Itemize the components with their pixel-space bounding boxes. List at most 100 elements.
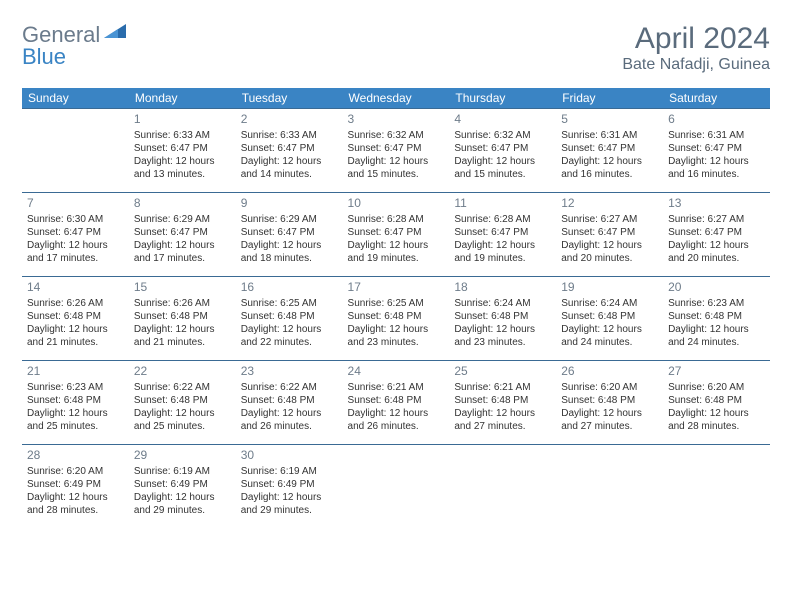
cell-line: Sunset: 6:47 PM — [134, 142, 231, 155]
cell-line: Daylight: 12 hours — [561, 155, 658, 168]
cell-line: Sunrise: 6:33 AM — [134, 129, 231, 142]
logo-text-blue: Blue — [22, 44, 66, 69]
logo-triangle-icon — [104, 20, 126, 38]
calendar-cell: 17Sunrise: 6:25 AMSunset: 6:48 PMDayligh… — [343, 277, 450, 361]
calendar-cell: 12Sunrise: 6:27 AMSunset: 6:47 PMDayligh… — [556, 193, 663, 277]
day-number: 22 — [134, 364, 231, 380]
cell-line: and 22 minutes. — [241, 336, 338, 349]
cell-line: Daylight: 12 hours — [668, 323, 765, 336]
cell-line: and 15 minutes. — [348, 168, 445, 181]
day-header: Tuesday — [236, 88, 343, 109]
day-number: 29 — [134, 448, 231, 464]
cell-line: Sunrise: 6:29 AM — [241, 213, 338, 226]
cell-line: and 16 minutes. — [668, 168, 765, 181]
cell-line: Daylight: 12 hours — [241, 239, 338, 252]
day-header: Saturday — [663, 88, 770, 109]
cell-line: Daylight: 12 hours — [241, 155, 338, 168]
cell-line: Daylight: 12 hours — [27, 323, 124, 336]
cell-line: Sunrise: 6:20 AM — [561, 381, 658, 394]
cell-line: Daylight: 12 hours — [668, 407, 765, 420]
calendar-cell: 28Sunrise: 6:20 AMSunset: 6:49 PMDayligh… — [22, 445, 129, 529]
location-subtitle: Bate Nafadji, Guinea — [622, 56, 770, 74]
title-block: April 2024 Bate Nafadji, Guinea — [622, 22, 770, 74]
cell-line: Sunset: 6:48 PM — [561, 310, 658, 323]
cell-line: Sunrise: 6:27 AM — [668, 213, 765, 226]
calendar-cell: 7Sunrise: 6:30 AMSunset: 6:47 PMDaylight… — [22, 193, 129, 277]
cell-line: and 29 minutes. — [241, 504, 338, 517]
calendar-cell: 4Sunrise: 6:32 AMSunset: 6:47 PMDaylight… — [449, 109, 556, 193]
cell-line: Daylight: 12 hours — [241, 323, 338, 336]
calendar-cell — [22, 109, 129, 193]
cell-line: Sunset: 6:47 PM — [134, 226, 231, 239]
cell-line: Sunset: 6:47 PM — [561, 226, 658, 239]
day-number: 19 — [561, 280, 658, 296]
cell-line: Sunrise: 6:20 AM — [27, 465, 124, 478]
day-number: 25 — [454, 364, 551, 380]
day-number: 20 — [668, 280, 765, 296]
cell-line: Sunset: 6:47 PM — [27, 226, 124, 239]
cell-line: Daylight: 12 hours — [348, 239, 445, 252]
day-header: Friday — [556, 88, 663, 109]
cell-line: Sunset: 6:48 PM — [134, 310, 231, 323]
day-number: 8 — [134, 196, 231, 212]
calendar-cell: 29Sunrise: 6:19 AMSunset: 6:49 PMDayligh… — [129, 445, 236, 529]
calendar-cell: 5Sunrise: 6:31 AMSunset: 6:47 PMDaylight… — [556, 109, 663, 193]
calendar-week-row: 21Sunrise: 6:23 AMSunset: 6:48 PMDayligh… — [22, 361, 770, 445]
cell-line: Sunrise: 6:24 AM — [561, 297, 658, 310]
calendar-week-row: 7Sunrise: 6:30 AMSunset: 6:47 PMDaylight… — [22, 193, 770, 277]
calendar-cell: 24Sunrise: 6:21 AMSunset: 6:48 PMDayligh… — [343, 361, 450, 445]
cell-line: Sunrise: 6:23 AM — [668, 297, 765, 310]
cell-line: and 17 minutes. — [134, 252, 231, 265]
day-number: 4 — [454, 112, 551, 128]
day-number: 6 — [668, 112, 765, 128]
cell-line: and 24 minutes. — [561, 336, 658, 349]
cell-line: and 19 minutes. — [348, 252, 445, 265]
day-number: 1 — [134, 112, 231, 128]
calendar-cell: 30Sunrise: 6:19 AMSunset: 6:49 PMDayligh… — [236, 445, 343, 529]
cell-line: Sunrise: 6:32 AM — [454, 129, 551, 142]
cell-line: Sunrise: 6:28 AM — [454, 213, 551, 226]
calendar-cell: 23Sunrise: 6:22 AMSunset: 6:48 PMDayligh… — [236, 361, 343, 445]
cell-line: and 16 minutes. — [561, 168, 658, 181]
cell-line: Sunrise: 6:22 AM — [134, 381, 231, 394]
cell-line: Sunrise: 6:33 AM — [241, 129, 338, 142]
cell-line: Sunset: 6:49 PM — [134, 478, 231, 491]
cell-line: Sunset: 6:48 PM — [241, 394, 338, 407]
cell-line: Sunset: 6:48 PM — [27, 310, 124, 323]
calendar-cell: 20Sunrise: 6:23 AMSunset: 6:48 PMDayligh… — [663, 277, 770, 361]
day-number: 27 — [668, 364, 765, 380]
calendar-cell: 1Sunrise: 6:33 AMSunset: 6:47 PMDaylight… — [129, 109, 236, 193]
cell-line: Daylight: 12 hours — [134, 491, 231, 504]
cell-line: Daylight: 12 hours — [134, 323, 231, 336]
cell-line: and 17 minutes. — [27, 252, 124, 265]
day-number: 14 — [27, 280, 124, 296]
cell-line: and 23 minutes. — [348, 336, 445, 349]
cell-line: and 23 minutes. — [454, 336, 551, 349]
page-header: General April 2024 Bate Nafadji, Guinea — [22, 22, 770, 74]
day-number: 10 — [348, 196, 445, 212]
cell-line: Daylight: 12 hours — [241, 407, 338, 420]
day-number: 3 — [348, 112, 445, 128]
calendar-cell: 13Sunrise: 6:27 AMSunset: 6:47 PMDayligh… — [663, 193, 770, 277]
cell-line: Sunrise: 6:23 AM — [27, 381, 124, 394]
cell-line: Daylight: 12 hours — [348, 155, 445, 168]
day-number: 2 — [241, 112, 338, 128]
cell-line: and 15 minutes. — [454, 168, 551, 181]
cell-line: Sunset: 6:48 PM — [454, 310, 551, 323]
cell-line: Sunset: 6:48 PM — [348, 310, 445, 323]
calendar-cell: 3Sunrise: 6:32 AMSunset: 6:47 PMDaylight… — [343, 109, 450, 193]
cell-line: Sunset: 6:49 PM — [241, 478, 338, 491]
calendar-cell: 6Sunrise: 6:31 AMSunset: 6:47 PMDaylight… — [663, 109, 770, 193]
day-number: 24 — [348, 364, 445, 380]
cell-line: Sunset: 6:48 PM — [134, 394, 231, 407]
cell-line: Sunset: 6:47 PM — [668, 142, 765, 155]
cell-line: Sunrise: 6:29 AM — [134, 213, 231, 226]
cell-line: Daylight: 12 hours — [668, 239, 765, 252]
cell-line: Sunrise: 6:31 AM — [668, 129, 765, 142]
cell-line: Daylight: 12 hours — [134, 155, 231, 168]
cell-line: Sunrise: 6:21 AM — [454, 381, 551, 394]
day-number: 7 — [27, 196, 124, 212]
calendar-cell: 8Sunrise: 6:29 AMSunset: 6:47 PMDaylight… — [129, 193, 236, 277]
cell-line: Daylight: 12 hours — [561, 407, 658, 420]
calendar-cell: 14Sunrise: 6:26 AMSunset: 6:48 PMDayligh… — [22, 277, 129, 361]
